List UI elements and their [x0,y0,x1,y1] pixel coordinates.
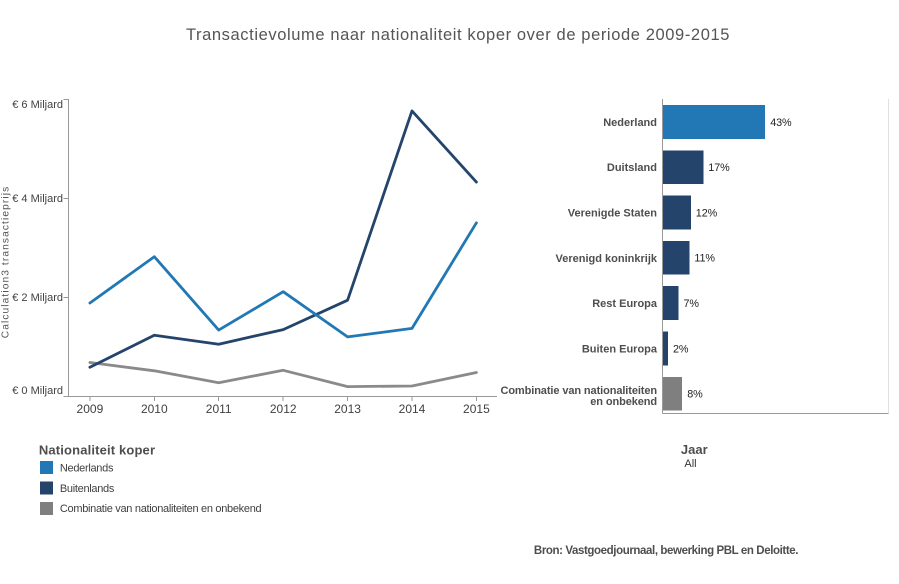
svg-text:Verenigd koninkrijk: Verenigd koninkrijk [556,253,658,265]
svg-text:€ 6 Miljard: € 6 Miljard [12,99,63,111]
svg-text:Duitsland: Duitsland [607,162,657,174]
svg-text:Rest Europa: Rest Europa [592,298,658,310]
svg-text:Calculation3 transactieprijs: Calculation3 transactieprijs [1,186,12,339]
svg-text:2013: 2013 [334,402,361,416]
svg-text:7%: 7% [684,298,700,310]
svg-text:2011: 2011 [206,402,232,416]
svg-text:Transactievolume naar national: Transactievolume naar nationaliteit kope… [186,26,730,44]
svg-text:en onbekend: en onbekend [590,396,657,408]
svg-text:2015: 2015 [463,402,490,416]
svg-text:Bron: Vastgoedjournaal, bewerk: Bron: Vastgoedjournaal, bewerking PBL en… [534,545,798,557]
svg-text:All: All [684,458,696,470]
svg-text:2010: 2010 [141,402,168,416]
svg-text:Buitenlands: Buitenlands [60,483,115,495]
svg-text:2%: 2% [673,343,689,355]
svg-text:€ 0 Miljard: € 0 Miljard [12,385,63,397]
svg-text:2009: 2009 [77,402,104,416]
svg-text:Buiten Europa: Buiten Europa [582,343,658,355]
svg-text:Nationaliteit koper: Nationaliteit koper [39,443,155,458]
svg-text:Nederlands: Nederlands [60,462,114,474]
svg-text:12%: 12% [696,207,718,219]
svg-text:8%: 8% [687,389,703,401]
svg-text:€ 2 Miljard: € 2 Miljard [12,292,63,304]
svg-text:2014: 2014 [399,402,426,416]
svg-text:43%: 43% [770,117,792,129]
svg-text:Nederland: Nederland [603,117,657,129]
svg-text:Verenigde Staten: Verenigde Staten [568,208,658,220]
svg-text:11%: 11% [694,253,715,265]
svg-text:Combinatie van nationaliteiten: Combinatie van nationaliteiten en onbeke… [60,503,262,515]
svg-text:€ 4 Miljard: € 4 Miljard [12,193,63,205]
svg-text:17%: 17% [708,162,730,174]
svg-text:2012: 2012 [270,402,297,416]
svg-text:Jaar: Jaar [681,442,708,457]
svg-text:Combinatie van nationaliteiten: Combinatie van nationaliteiten [500,385,657,397]
